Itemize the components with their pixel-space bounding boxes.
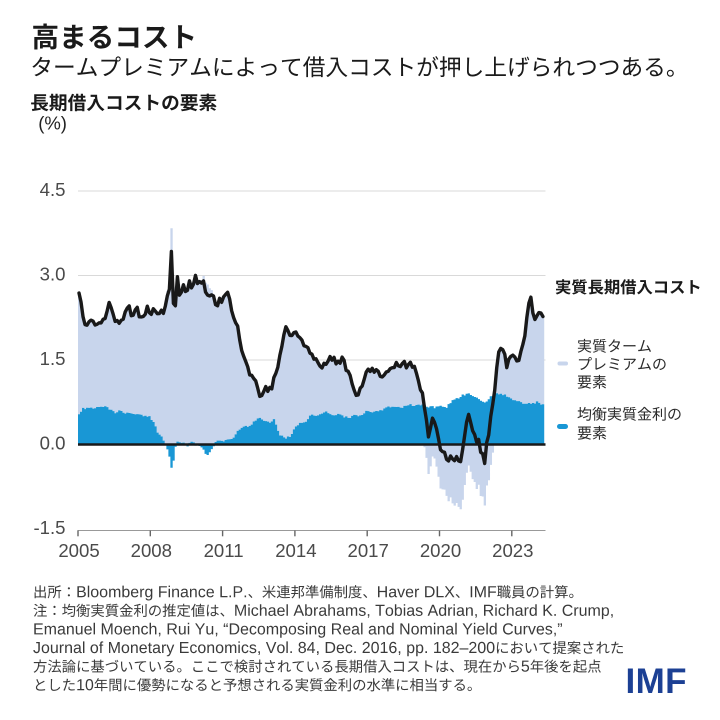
svg-text:2005: 2005 bbox=[58, 540, 99, 561]
svg-text:-1.5: -1.5 bbox=[33, 517, 65, 538]
svg-text:2014: 2014 bbox=[275, 540, 316, 561]
svg-text:1.5: 1.5 bbox=[40, 348, 66, 369]
svg-text:2020: 2020 bbox=[420, 540, 461, 561]
svg-text:(%): (%) bbox=[38, 112, 67, 133]
svg-text:IMF: IMF bbox=[626, 662, 687, 701]
svg-text:0.0: 0.0 bbox=[40, 432, 66, 453]
svg-text:2011: 2011 bbox=[204, 540, 244, 561]
svg-text:3.0: 3.0 bbox=[40, 263, 66, 284]
svg-text:2023: 2023 bbox=[492, 540, 533, 561]
svg-text:4.5: 4.5 bbox=[40, 179, 66, 200]
svg-text:2017: 2017 bbox=[348, 540, 389, 561]
svg-text:2008: 2008 bbox=[131, 540, 172, 561]
